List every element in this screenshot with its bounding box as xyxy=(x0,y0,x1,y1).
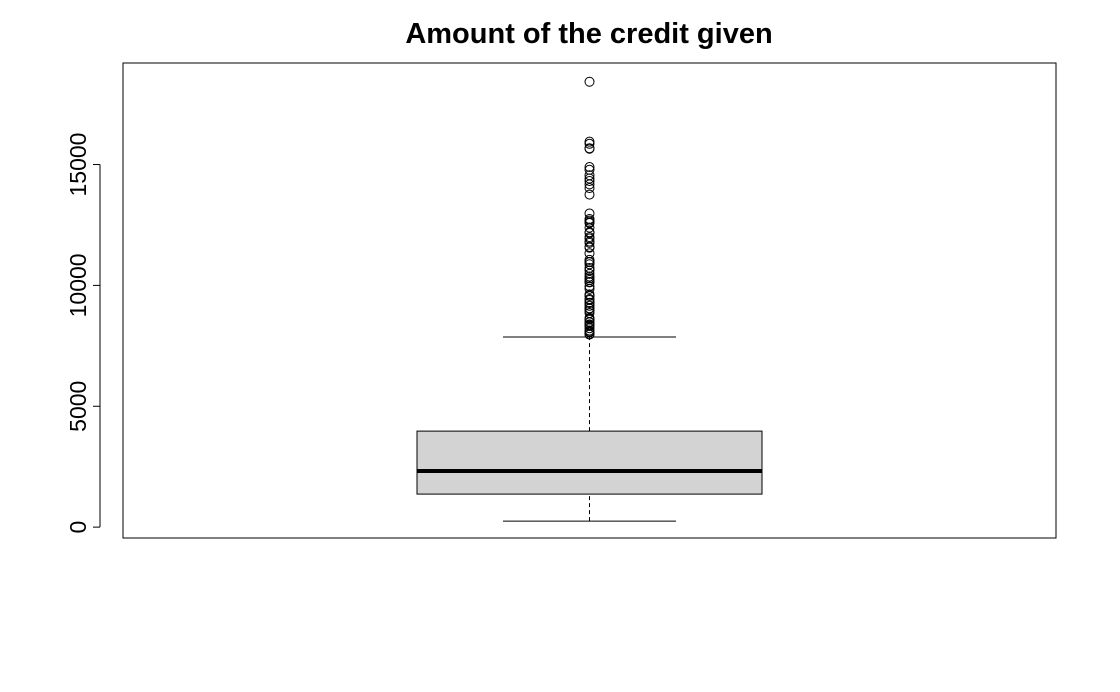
outlier-point xyxy=(584,289,595,300)
outlier-point xyxy=(584,136,595,147)
outlier-point xyxy=(584,265,595,276)
outlier-point xyxy=(584,143,595,154)
outlier-point xyxy=(584,248,595,259)
y-axis-ticks: 0 5000 10000 15000 xyxy=(65,133,100,534)
outlier-point xyxy=(584,76,595,87)
boxplot xyxy=(416,336,763,522)
outlier-point xyxy=(584,294,595,305)
chart-title: Amount of the credit given xyxy=(405,18,772,50)
y-tick-label: 15000 xyxy=(65,133,91,197)
outlier-point xyxy=(584,176,595,187)
y-tick-label: 0 xyxy=(65,521,91,534)
outlier-point xyxy=(584,241,595,252)
outlier-point xyxy=(584,268,595,279)
y-tick-label: 5000 xyxy=(65,381,91,432)
outlier-point xyxy=(584,254,595,265)
outlier-point xyxy=(584,208,595,219)
outlier-point xyxy=(584,162,595,173)
iqr-box xyxy=(416,430,763,495)
outlier-point xyxy=(584,189,595,200)
outlier-point xyxy=(584,170,595,181)
outlier-point xyxy=(584,183,595,194)
outlier-point xyxy=(584,300,595,311)
y-tick-label: 10000 xyxy=(65,253,91,317)
outlier-points xyxy=(584,76,595,340)
plot-frame xyxy=(122,62,1057,539)
outlier-point xyxy=(584,262,595,273)
outlier-point xyxy=(584,164,595,175)
outlier-point xyxy=(584,297,595,308)
outlier-point xyxy=(584,256,595,267)
outlier-point xyxy=(584,213,595,224)
outlier-point xyxy=(584,281,595,292)
